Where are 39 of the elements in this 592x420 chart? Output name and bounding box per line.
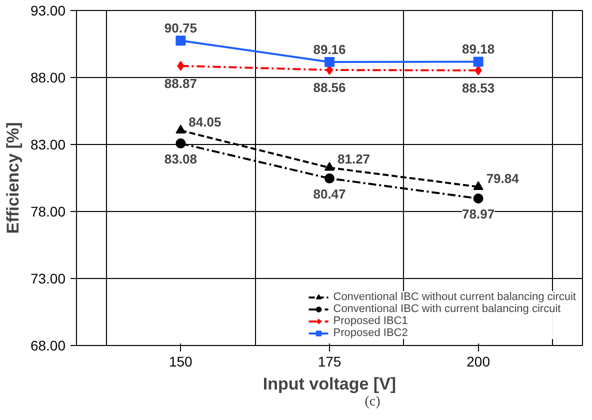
point xyxy=(176,36,186,46)
point xyxy=(176,138,186,148)
data-label: 79.84 xyxy=(486,170,520,186)
y-tick-label: 93.00 xyxy=(30,2,66,18)
data-label: 81.27 xyxy=(338,152,370,167)
x-tick-label: 175 xyxy=(318,354,342,370)
data-label: 89.16 xyxy=(313,42,346,57)
legend-label: Conventional IBC without current balancing circuit xyxy=(333,291,576,303)
data-label: 84.05 xyxy=(188,114,222,130)
data-label: 88.53 xyxy=(462,80,495,96)
legend-label: Proposed IBC1 xyxy=(333,315,408,327)
point xyxy=(473,181,484,190)
point xyxy=(324,162,334,171)
point xyxy=(324,173,334,184)
point xyxy=(176,124,186,134)
y-tick-label: 68.00 xyxy=(30,338,66,354)
x-tick-label: 200 xyxy=(466,354,490,370)
y-tick-label: 73.00 xyxy=(30,270,66,286)
x-tick-label: 150 xyxy=(168,354,193,370)
data-label: 88.87 xyxy=(164,76,197,91)
y-axis-title: Efficiency [%] xyxy=(3,122,22,234)
data-label: 83.08 xyxy=(164,151,197,166)
y-tick-label: 88.00 xyxy=(30,70,66,86)
legend-label: Proposed IBC2 xyxy=(333,327,408,339)
x-axis-title: Input voltage [V] xyxy=(262,374,396,394)
y-tick-label: 83.00 xyxy=(30,136,66,152)
data-label: 78.97 xyxy=(462,206,495,222)
point xyxy=(474,65,482,76)
y-tick-label: 78.00 xyxy=(30,204,66,220)
legend-label: Conventional IBC with current balancing circuit xyxy=(333,303,561,315)
point xyxy=(473,194,484,204)
data-label: 80.47 xyxy=(313,186,346,202)
point xyxy=(177,60,184,71)
data-label: 90.75 xyxy=(164,20,197,36)
point xyxy=(324,56,334,67)
data-label: 89.18 xyxy=(462,42,495,57)
data-label: 88.56 xyxy=(313,80,346,95)
text: (c) xyxy=(364,394,381,410)
point xyxy=(473,56,484,67)
